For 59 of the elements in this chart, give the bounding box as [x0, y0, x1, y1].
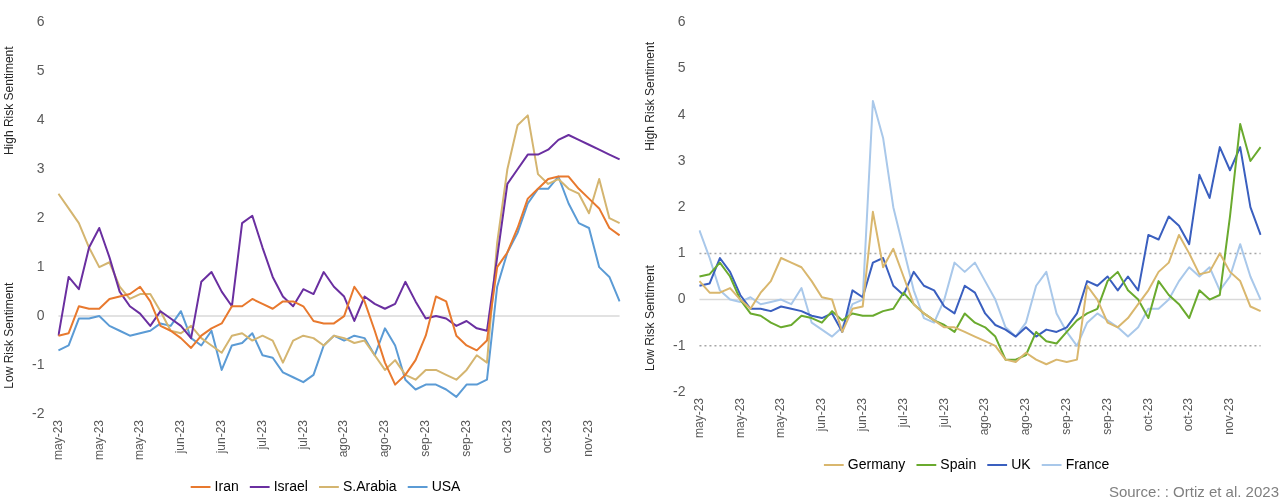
- x-tick-label: sep-23: [458, 419, 473, 457]
- y-tick-label: 1: [36, 258, 45, 274]
- y-tick-label: 5: [677, 59, 686, 76]
- y-tick-label: 6: [36, 13, 45, 30]
- x-tick-label: may-23: [691, 397, 706, 438]
- x-tick-label: sep-23: [1059, 397, 1074, 435]
- y-tick-label: 2: [677, 198, 686, 215]
- x-tick-label: jul-23: [936, 397, 951, 429]
- x-tick-label: ago-23: [336, 419, 351, 458]
- y-tick-label: -2: [32, 404, 45, 421]
- x-tick-label: sep-23: [1099, 397, 1114, 435]
- y-tick-label: 0: [677, 290, 686, 307]
- legend-label: Spain: [940, 455, 977, 472]
- x-tick-label: may-23: [91, 419, 106, 460]
- legend-label: France: [1065, 455, 1110, 472]
- y-tick-label: 6: [677, 13, 686, 30]
- x-tick-label: oct-23: [1181, 397, 1196, 432]
- y-axis-title: High Risk Sentiment: [2, 45, 17, 156]
- x-tick-label: oct-23: [1140, 397, 1155, 432]
- x-tick-label: ago-23: [977, 397, 992, 436]
- y-tick-label: 3: [677, 151, 686, 168]
- y-tick-label: 4: [677, 105, 686, 122]
- legend-label: UK: [1011, 455, 1032, 472]
- x-tick-label: jul-23: [254, 419, 269, 451]
- y-tick-label: 5: [36, 62, 45, 79]
- legend-label: Germany: [847, 455, 906, 472]
- x-tick-label: may-23: [132, 419, 147, 460]
- y-axis-title: High Risk Sentiment: [643, 41, 658, 151]
- legend-label: Iran: [214, 477, 239, 494]
- x-tick-label: jul-23: [295, 419, 310, 451]
- x-tick-label: nov-23: [581, 419, 596, 457]
- text: Low Risk Sentiment: [643, 264, 658, 372]
- x-tick-label: jun-23: [814, 397, 829, 433]
- x-tick-label: ago-23: [1018, 397, 1033, 436]
- x-tick-label: ago-23: [377, 419, 392, 458]
- x-tick-label: jun-23: [173, 419, 188, 455]
- y-tick-label: 3: [36, 160, 45, 177]
- x-tick-label: jun-23: [855, 397, 869, 433]
- x-tick-label: sep-23: [418, 419, 433, 457]
- x-tick-label: jun-23: [214, 419, 228, 455]
- y-tick-label: -1: [32, 355, 45, 372]
- x-tick-label: oct-23: [540, 419, 555, 454]
- legend-label: USA: [431, 477, 462, 494]
- x-tick-label: may-23: [50, 419, 65, 460]
- y-tick-label: 1: [677, 244, 686, 261]
- y-tick-label: 0: [36, 306, 45, 323]
- text: Low Risk Sentiment: [2, 281, 17, 389]
- y-tick-label: -1: [673, 336, 686, 353]
- x-tick-label: may-23: [773, 397, 788, 438]
- y-tick-label: 4: [36, 111, 45, 128]
- y-tick-label: 2: [36, 209, 45, 226]
- source-note: Source: : Ortiz et al. 2023: [1108, 482, 1279, 500]
- legend-label: S.Arabia: [342, 477, 397, 494]
- legend-label: Israel: [273, 477, 308, 494]
- x-tick-label: jul-23: [895, 397, 910, 429]
- x-tick-label: oct-23: [499, 419, 514, 454]
- x-tick-label: may-23: [732, 397, 747, 438]
- y-tick-label: -2: [673, 382, 686, 399]
- x-tick-label: nov-23: [1222, 397, 1237, 435]
